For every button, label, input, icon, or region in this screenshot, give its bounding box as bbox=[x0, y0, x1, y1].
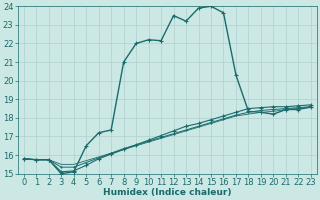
X-axis label: Humidex (Indice chaleur): Humidex (Indice chaleur) bbox=[103, 188, 232, 197]
